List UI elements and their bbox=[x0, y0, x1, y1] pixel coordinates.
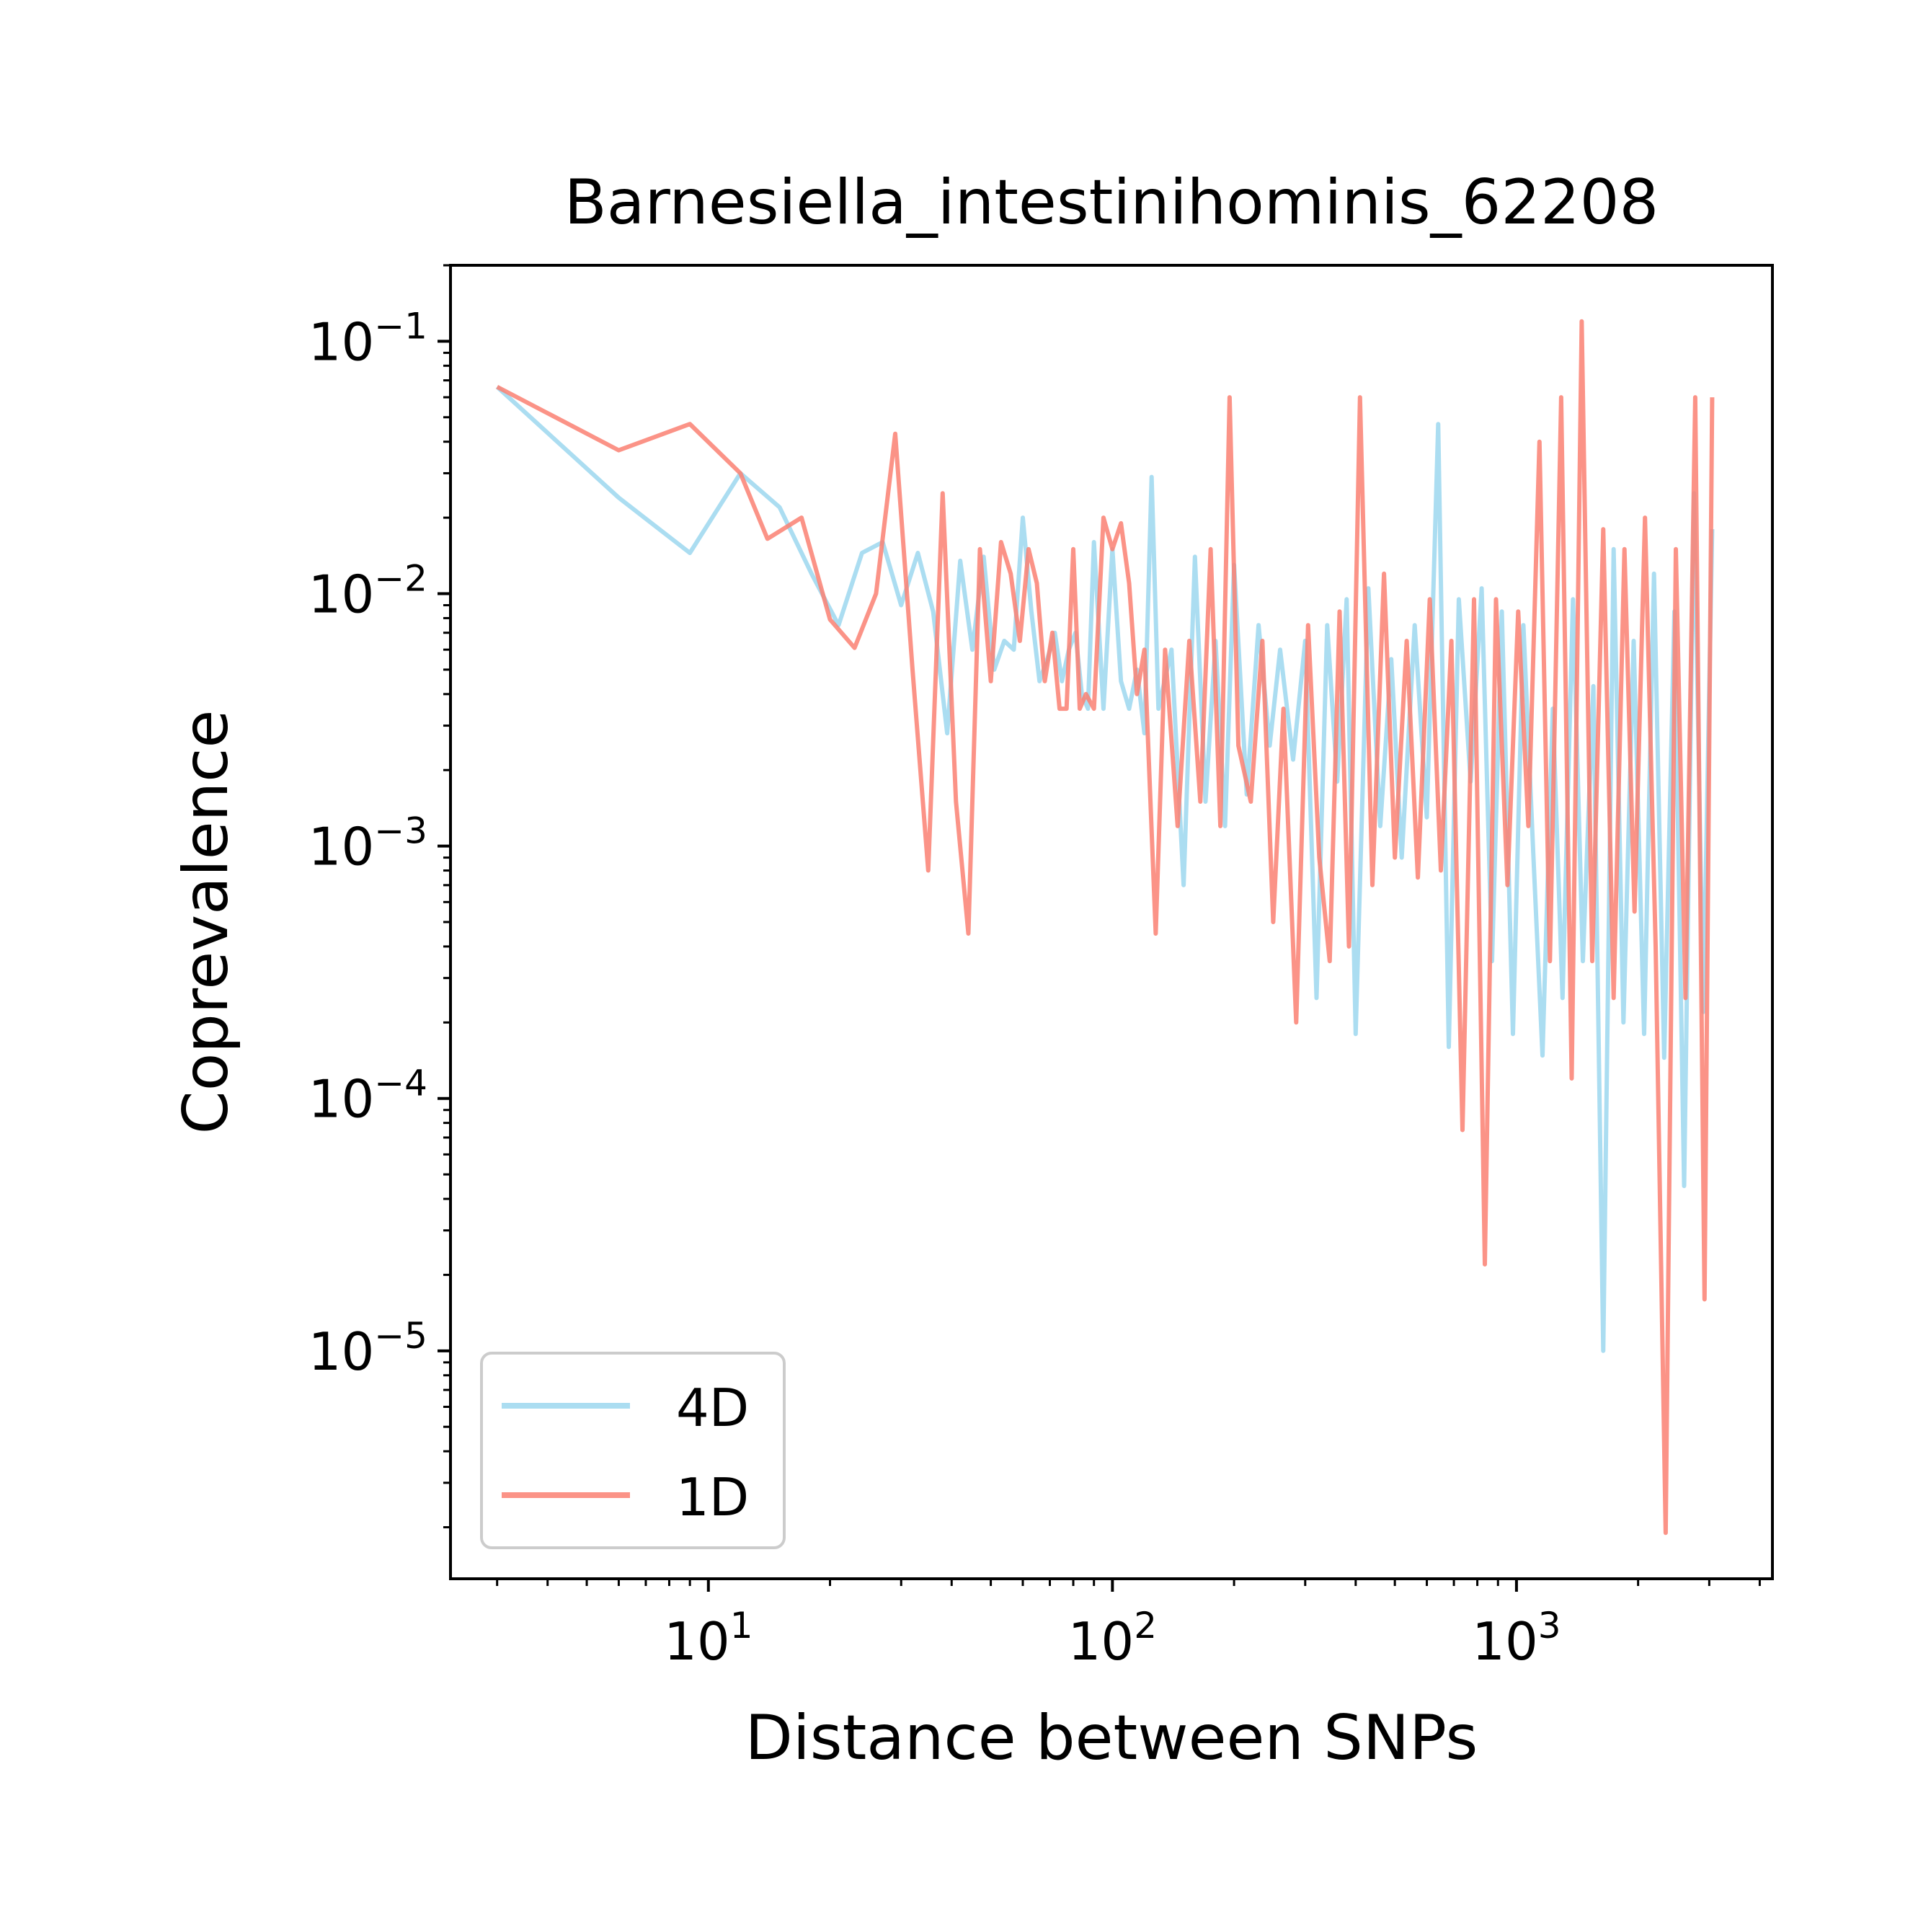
x-tick-label: 102 bbox=[1068, 1605, 1157, 1672]
series-line-1d bbox=[496, 319, 1715, 1536]
y-tick-label: 10−1 bbox=[308, 305, 427, 372]
x-tick-label: 101 bbox=[664, 1605, 753, 1672]
x-tick-label: 103 bbox=[1472, 1605, 1561, 1672]
legend-label-1d: 1D bbox=[676, 1467, 749, 1528]
legend-label-4d: 4D bbox=[676, 1378, 749, 1438]
legend-box bbox=[480, 1352, 786, 1549]
y-tick-label: 10−4 bbox=[308, 1063, 427, 1130]
plot-lines bbox=[495, 319, 1715, 1536]
y-tick-label: 10−3 bbox=[308, 810, 427, 877]
y-axis-ticks: 10−5 10−4 10−3 10−2 10−1 bbox=[308, 264, 450, 1529]
y-tick-label: 10−2 bbox=[308, 558, 427, 625]
y-tick-label: 10−5 bbox=[308, 1315, 427, 1382]
legend: 4D 1D bbox=[480, 1352, 786, 1549]
x-axis-ticks: 101 102 103 bbox=[496, 1579, 1761, 1672]
x-axis-label: Distance between SNPs bbox=[745, 1702, 1478, 1774]
chart-title: Barnesiella_intestinihominis_62208 bbox=[564, 167, 1659, 239]
y-axis-label: Coprevalence bbox=[170, 710, 242, 1135]
